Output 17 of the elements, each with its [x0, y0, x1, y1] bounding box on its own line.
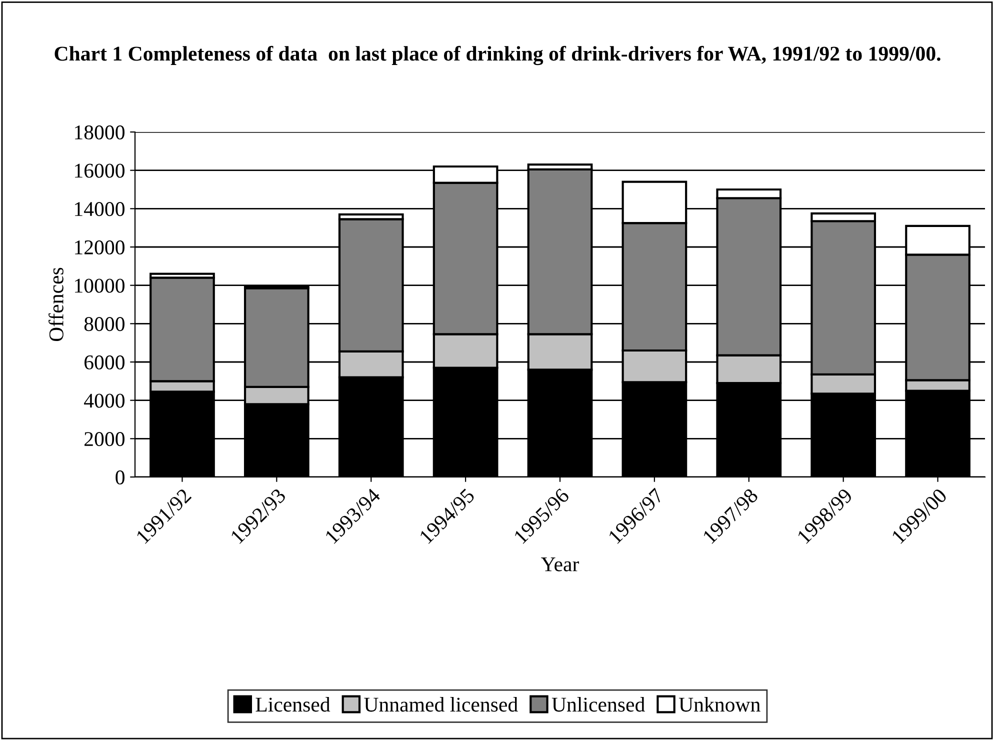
legend-label: Unlicensed	[552, 697, 645, 712]
y-axis-title: Offences	[48, 268, 64, 342]
legend-label: Licensed	[256, 697, 330, 712]
y-tick-label: 18000	[75, 125, 124, 140]
y-tick-label: 14000	[75, 202, 124, 216]
y-tick-label: 6000	[84, 355, 124, 370]
y-tick-label: 12000	[75, 240, 124, 254]
y-tick-label: 10000	[75, 278, 124, 293]
y-tick-label: 2000	[84, 432, 124, 446]
y-tick-label: 8000	[84, 317, 124, 332]
legend-label: Unnamed licensed	[364, 697, 518, 712]
y-tick-label: 0	[116, 470, 124, 484]
legend-label: Unknown	[678, 697, 760, 712]
y-tick-label: 16000	[75, 164, 124, 178]
y-tick-label: 4000	[84, 394, 124, 408]
x-axis-title: Year	[541, 558, 580, 572]
chart-title: Chart 1 Completeness of data on last place of drinking of drink-drivers for WA, 1991/92 to 1999/00.	[54, 46, 940, 66]
